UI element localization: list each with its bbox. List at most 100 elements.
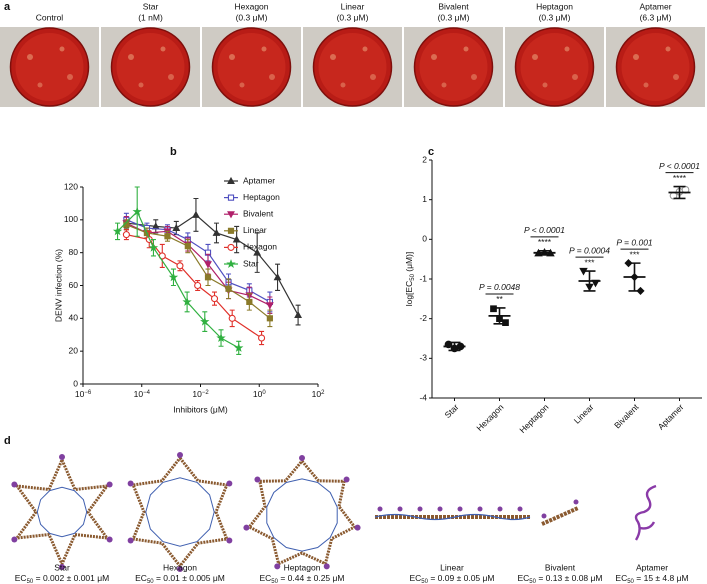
aptamer-tip bbox=[517, 506, 523, 512]
aptamer-tip bbox=[573, 499, 579, 505]
legend-label: Aptamer bbox=[243, 175, 275, 185]
ec-value: = 0.002 ± 0.001 μM bbox=[33, 573, 109, 583]
dna-core bbox=[266, 478, 338, 552]
plate-dose: (0.3 μM) bbox=[438, 12, 470, 22]
marker bbox=[192, 210, 200, 218]
marker bbox=[132, 206, 142, 216]
marker bbox=[294, 310, 303, 318]
structure-name: Heptagon bbox=[284, 562, 321, 572]
tick-base: 10 bbox=[253, 389, 263, 399]
y-tick-label: 120 bbox=[64, 181, 78, 191]
tick-exponent: −4 bbox=[143, 390, 151, 396]
marker bbox=[246, 298, 253, 306]
ec-sub: 50 bbox=[421, 579, 428, 584]
aptamer-tip bbox=[59, 564, 65, 570]
sd-bar bbox=[448, 341, 461, 352]
sd-bar bbox=[673, 185, 686, 200]
plate-photo bbox=[302, 26, 403, 108]
marker bbox=[253, 248, 262, 256]
aptamer-tip bbox=[59, 454, 65, 460]
aptamer-tip bbox=[397, 506, 403, 512]
marker bbox=[225, 285, 232, 292]
ec-sub: 50 bbox=[27, 579, 34, 584]
y-tick-label: 0 bbox=[73, 378, 78, 388]
marker bbox=[172, 223, 181, 231]
marker bbox=[216, 333, 226, 343]
ec-value: = 0.44 ± 0.25 μM bbox=[278, 573, 345, 583]
ec-value: = 0.09 ± 0.05 μM bbox=[428, 573, 495, 583]
plate-photo bbox=[605, 26, 706, 108]
p-value: P = 0.0004 bbox=[569, 245, 610, 255]
marker bbox=[266, 315, 273, 322]
marker bbox=[265, 302, 274, 310]
legend-marker bbox=[227, 211, 235, 219]
x-tick-label: 102 bbox=[312, 389, 325, 399]
series-line bbox=[126, 224, 271, 319]
marker bbox=[258, 334, 266, 342]
aptamer-tip bbox=[377, 506, 383, 512]
dna-core bbox=[145, 477, 215, 547]
legend-label: Linear bbox=[243, 225, 267, 235]
y-tick-label: -3 bbox=[419, 353, 427, 363]
panel-label: c bbox=[428, 146, 434, 158]
ec-prefix: EC bbox=[517, 573, 529, 583]
p-value: P = 0.0048 bbox=[479, 282, 520, 292]
marker bbox=[112, 226, 123, 236]
tick-exponent: −6 bbox=[84, 390, 92, 396]
plate-label: Heptagon bbox=[536, 1, 573, 11]
plate-dose: (1 nM) bbox=[138, 12, 163, 22]
x-tick-label: Star bbox=[442, 402, 460, 420]
sd-bar bbox=[628, 262, 641, 292]
dna-core bbox=[36, 486, 88, 538]
x-tick-label: 10−4 bbox=[134, 389, 151, 399]
marker bbox=[232, 235, 241, 243]
structure-name: Hexagon bbox=[163, 562, 197, 572]
ec-prefix: EC bbox=[259, 573, 271, 583]
tick-base: 10 bbox=[312, 389, 322, 399]
legend-label: Star bbox=[243, 258, 259, 268]
panel-label: b bbox=[170, 146, 177, 158]
marker bbox=[200, 316, 210, 326]
x-tick-label: Heptagon bbox=[517, 402, 550, 435]
marker bbox=[204, 274, 212, 281]
marker bbox=[210, 295, 219, 303]
y-tick-label: 80 bbox=[69, 247, 79, 257]
aptamer-tip bbox=[343, 476, 350, 483]
x-tick-label: 10−6 bbox=[75, 389, 92, 399]
legend-marker bbox=[226, 259, 236, 268]
ec-prefix: EC bbox=[615, 573, 627, 583]
dna-frame bbox=[13, 456, 111, 568]
plate-dose: (0.3 μM) bbox=[236, 12, 268, 22]
y-tick-label: -2 bbox=[419, 313, 427, 323]
plate-row bbox=[0, 26, 706, 108]
marker bbox=[184, 243, 191, 250]
aptamer-tip bbox=[274, 563, 281, 570]
dna-frame bbox=[247, 458, 357, 566]
aptamer-tip bbox=[177, 566, 183, 572]
tick-exponent: 2 bbox=[321, 390, 325, 396]
structure-ec50: EC50 = 0.002 ± 0.001 μM bbox=[15, 573, 109, 584]
p-value: P < 0.0001 bbox=[524, 225, 565, 235]
label-part: log[EC bbox=[404, 281, 414, 307]
plate-photo bbox=[403, 26, 504, 108]
aptamer-tip bbox=[127, 480, 134, 487]
significance-stars: ** bbox=[496, 294, 503, 304]
plate-dose: (0.3 μM) bbox=[539, 12, 571, 22]
p-value: P = 0.001 bbox=[616, 237, 653, 247]
ec-prefix: EC bbox=[15, 573, 27, 583]
series-line bbox=[126, 222, 271, 306]
ec-sub: 50 bbox=[147, 579, 154, 584]
dna-bivalent bbox=[541, 506, 579, 526]
aptamer-tip bbox=[437, 506, 443, 512]
ec-prefix: EC bbox=[409, 573, 421, 583]
aptamer-tip bbox=[106, 481, 113, 488]
ec-prefix: EC bbox=[135, 573, 147, 583]
tick-base: 10 bbox=[134, 389, 144, 399]
sd-bar bbox=[538, 250, 551, 256]
y-axis-label: DENV infection (%) bbox=[53, 249, 63, 322]
significance-stars: *** bbox=[630, 249, 641, 259]
significance-stars: *** bbox=[585, 257, 596, 267]
x-tick-label: 10−2 bbox=[192, 389, 209, 399]
significance-stars: **** bbox=[538, 237, 552, 247]
structures bbox=[11, 452, 657, 572]
